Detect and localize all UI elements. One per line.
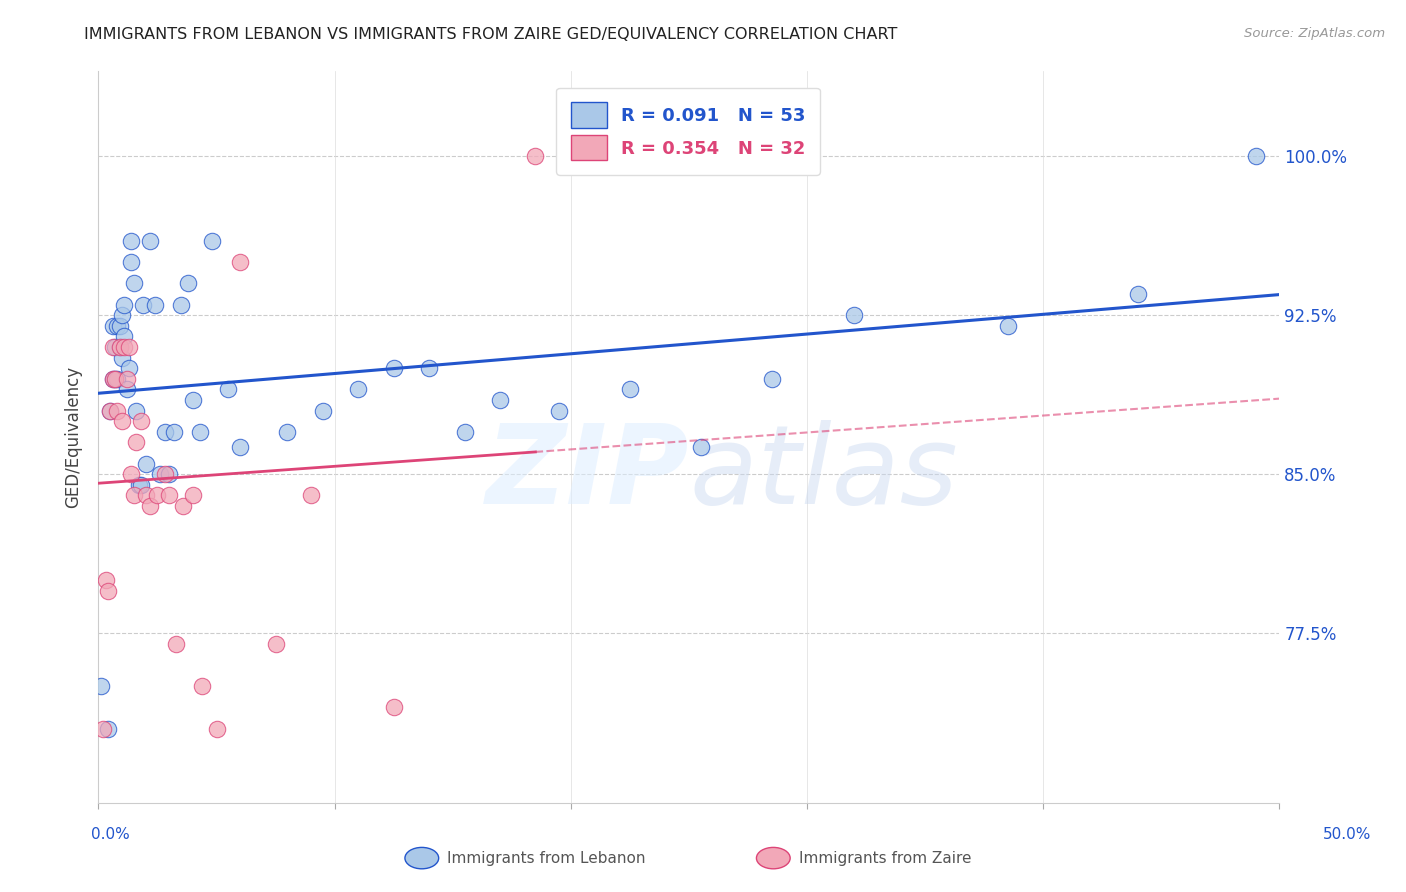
Point: [101, 340, 124, 354]
Point: [153, 425, 176, 439]
Point: [90, 679, 112, 693]
Point: [177, 277, 200, 291]
Point: [101, 318, 124, 333]
Point: [149, 467, 172, 482]
Point: [170, 297, 193, 311]
Point: [453, 425, 475, 439]
Point: [524, 149, 547, 163]
Point: [172, 499, 194, 513]
Point: [105, 403, 128, 417]
Text: Immigrants from Lebanon: Immigrants from Lebanon: [447, 851, 645, 865]
Point: [135, 457, 157, 471]
Point: [489, 392, 512, 407]
Point: [105, 318, 128, 333]
Point: [104, 340, 127, 354]
Point: [844, 308, 866, 322]
Point: [115, 383, 138, 397]
Y-axis label: GED/Equivalency: GED/Equivalency: [65, 366, 83, 508]
Point: [418, 361, 440, 376]
Point: [118, 361, 141, 376]
Point: [121, 234, 143, 248]
Point: [121, 467, 143, 482]
Point: [108, 318, 131, 333]
Point: [217, 383, 239, 397]
Point: [191, 679, 214, 693]
Point: [347, 383, 370, 397]
Point: [94, 573, 117, 587]
Text: ZIP: ZIP: [485, 420, 689, 527]
Point: [125, 435, 148, 450]
Point: [146, 488, 169, 502]
Point: [382, 700, 405, 714]
Legend: R = 0.091   N = 53, R = 0.354   N = 32: R = 0.091 N = 53, R = 0.354 N = 32: [557, 87, 820, 175]
Point: [111, 414, 134, 428]
Point: [129, 414, 152, 428]
Text: Immigrants from Zaire: Immigrants from Zaire: [799, 851, 972, 865]
Point: [143, 297, 166, 311]
Point: [139, 499, 162, 513]
Point: [205, 722, 228, 736]
Point: [997, 318, 1019, 333]
Point: [118, 340, 141, 354]
Point: [108, 340, 131, 354]
Point: [121, 255, 143, 269]
Point: [98, 403, 121, 417]
Point: [299, 488, 322, 502]
Point: [101, 372, 124, 386]
Text: Source: ZipAtlas.com: Source: ZipAtlas.com: [1244, 27, 1385, 40]
Point: [201, 234, 224, 248]
Text: 50.0%: 50.0%: [1323, 827, 1371, 841]
Point: [132, 297, 155, 311]
Point: [91, 722, 114, 736]
Point: [153, 467, 176, 482]
Point: [97, 722, 120, 736]
Point: [157, 467, 180, 482]
Point: [139, 234, 162, 248]
Point: [112, 340, 135, 354]
Point: [104, 372, 127, 386]
Point: [689, 440, 711, 454]
Point: [761, 372, 783, 386]
Point: [125, 403, 148, 417]
Point: [382, 361, 405, 376]
Point: [163, 425, 186, 439]
Point: [157, 488, 180, 502]
Point: [129, 477, 152, 491]
Point: [122, 488, 145, 502]
Point: [1244, 149, 1267, 163]
Point: [312, 403, 335, 417]
Point: [104, 372, 127, 386]
Point: [619, 383, 641, 397]
Point: [101, 372, 124, 386]
Point: [548, 403, 571, 417]
Point: [188, 425, 211, 439]
Point: [181, 488, 204, 502]
Point: [112, 297, 135, 311]
Point: [165, 637, 187, 651]
Point: [128, 477, 150, 491]
Point: [229, 440, 252, 454]
Point: [115, 372, 138, 386]
Point: [122, 277, 145, 291]
Text: 0.0%: 0.0%: [91, 827, 131, 841]
Point: [105, 372, 128, 386]
Point: [276, 425, 298, 439]
Point: [264, 637, 287, 651]
Point: [98, 403, 121, 417]
Point: [135, 488, 157, 502]
Point: [97, 583, 120, 598]
Point: [1126, 287, 1149, 301]
Point: [111, 351, 134, 365]
Point: [229, 255, 252, 269]
Point: [108, 340, 131, 354]
Text: atlas: atlas: [689, 420, 957, 527]
Text: IMMIGRANTS FROM LEBANON VS IMMIGRANTS FROM ZAIRE GED/EQUIVALENCY CORRELATION CHA: IMMIGRANTS FROM LEBANON VS IMMIGRANTS FR…: [84, 27, 898, 42]
Point: [111, 308, 134, 322]
Point: [181, 392, 204, 407]
Point: [112, 329, 135, 343]
